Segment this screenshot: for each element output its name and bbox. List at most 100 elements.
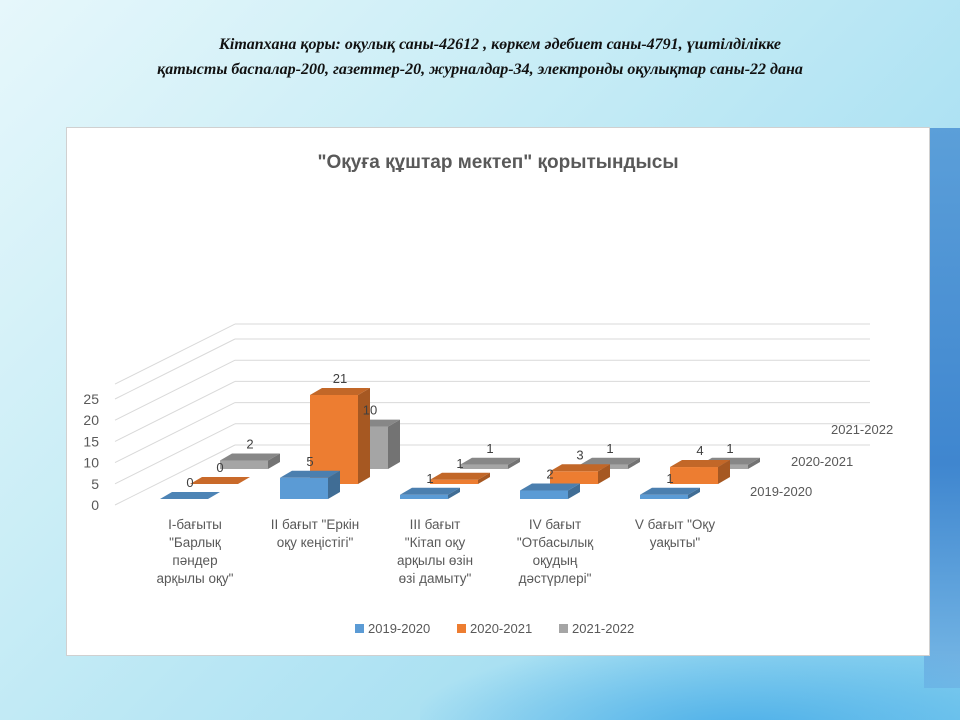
data-label: 1 [606,441,613,456]
category-label: III бағыт [410,517,461,532]
category-label: V бағыт "Оқу [635,517,715,532]
category-label: II бағыт "Еркін [271,517,359,532]
chart-title: "Оқуға құштар мектеп" қорытындысы [317,152,678,173]
chart-legend: 2019-2020 2020-2021 2021-2022 [355,621,634,636]
bar-top [430,472,490,480]
bar-side [598,464,610,484]
gridline-side [114,323,236,385]
bar-top [160,492,220,499]
bar-side [748,457,760,469]
bar-front [460,464,508,469]
bar-front [280,477,328,499]
library-summary-header: Кітапхана қоры: оқулық саны-42612 , көрк… [0,32,960,82]
data-label: 10 [363,403,377,418]
category-label: "Барлық [169,535,221,550]
bar-top [580,457,640,465]
legend-label: 2019-2020 [368,621,430,636]
category-label: өзі дамыту" [399,571,472,586]
data-label: 1 [456,456,463,471]
data-label: 0 [216,460,223,475]
gridline-side [114,359,236,421]
data-label: 1 [426,471,433,486]
category-label: пәндер [172,553,217,568]
bar-front [220,460,268,469]
bar-front [310,394,358,484]
gridline-side [114,402,236,464]
header-line-1: Кітапхана қоры: оқулық саны-42612 , көрк… [219,36,781,53]
category-label: I-бағыты [168,517,222,532]
category-label: арқылы өзін [397,553,473,568]
legend-label: 2021-2022 [572,621,634,636]
bar-side [478,472,490,484]
y-tick-label: 0 [91,497,99,513]
gridline-side [114,380,236,442]
bar-top [310,387,370,395]
bar-side [568,483,580,499]
header-line-2: қатысты баспалар-200, газеттер-20, журна… [157,61,803,78]
bar-front [400,494,448,499]
gridline-side [114,423,236,485]
data-label: 0 [186,475,193,490]
bar-top [400,487,460,495]
category-label: дәстүрлері" [519,571,592,586]
y-tick-label: 15 [83,433,99,449]
chart-panel: "Оқуға құштар мектеп" қорытындысы 0 5 10 15… [66,127,930,656]
gridline-side [114,444,236,506]
category-label: IV бағыт [529,517,581,532]
right-decor-band [924,128,960,688]
chart-svg: "Оқуға құштар мектеп" қорытындысы 051015… [83,152,894,636]
data-label: 2 [246,437,253,452]
gridline-side [114,338,236,400]
bar-top [220,453,280,461]
bar-side [388,419,400,469]
data-label: 1 [666,471,673,486]
bar-side [718,460,730,484]
bar-top [280,470,340,478]
legend-swatch [355,624,364,633]
chart-bars [160,387,760,499]
legend-label: 2020-2021 [470,621,532,636]
bar-top [670,460,730,468]
bar-top [190,477,250,484]
bar-front [430,479,478,484]
bar-side [358,387,370,484]
category-label: оқудың [533,553,578,568]
depth-axis-label: 2020-2021 [791,454,853,469]
data-label: 4 [696,443,703,458]
bar-top [640,487,700,495]
data-label: 1 [726,441,733,456]
bar-side [328,470,340,499]
bar-side [688,487,700,499]
bar-top [460,457,520,465]
data-label: 1 [486,441,493,456]
bar-front [670,467,718,484]
bar-side [508,457,520,469]
bar-top [520,483,580,491]
category-label: "Отбасылық [517,535,593,550]
category-label: "Кітап оқу [405,535,466,550]
legend-swatch [457,624,466,633]
bar-top [550,464,610,472]
legend-swatch [559,624,568,633]
y-tick-label: 25 [83,391,99,407]
bar-side [628,457,640,469]
bar-side [268,453,280,469]
depth-axis-label: 2019-2020 [750,484,812,499]
depth-axis-label: 2021-2022 [831,422,893,437]
bar-front [520,490,568,499]
category-label: арқылы оқу" [157,571,234,586]
data-label: 21 [333,371,347,386]
data-label: 2 [546,467,553,482]
category-label: уақыты" [650,535,701,550]
category-label: оқу кеңістігі" [277,535,354,550]
y-tick-label: 5 [91,476,99,492]
bar-front [550,471,598,484]
data-label: 5 [306,454,313,469]
bar-side [448,487,460,499]
y-tick-label: 20 [83,412,99,428]
bar-front [640,494,688,499]
data-label: 3 [576,447,583,462]
y-tick-label: 10 [83,455,99,471]
